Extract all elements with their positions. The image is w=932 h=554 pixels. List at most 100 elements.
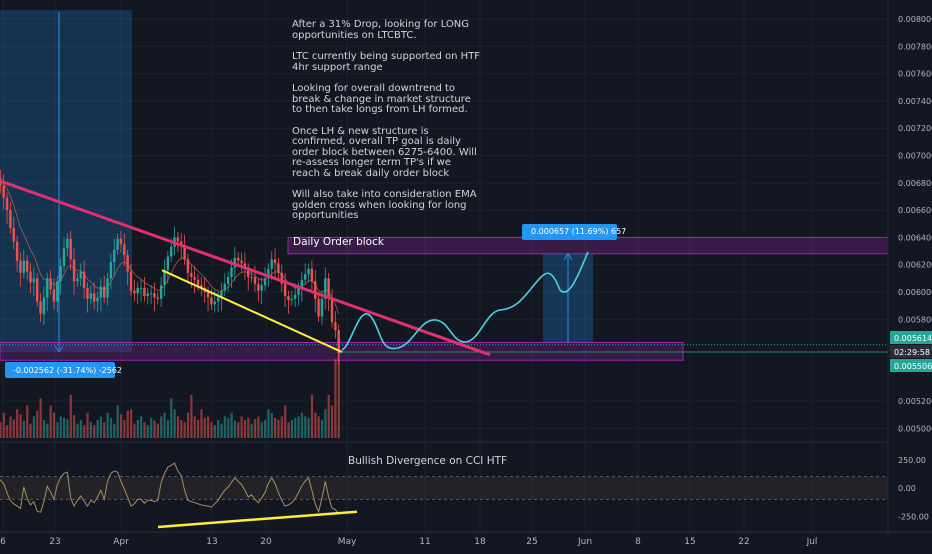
volume-bar	[250, 423, 253, 438]
volume-bar	[146, 425, 149, 438]
candle-body	[29, 271, 32, 283]
volume-bar	[186, 412, 190, 438]
volume-bar	[9, 416, 12, 438]
time-tick-label: May	[338, 537, 357, 547]
candle-body	[330, 297, 334, 323]
volume-bar	[227, 417, 230, 438]
price-axis-label: 0.005506	[894, 362, 932, 371]
candle-body	[126, 255, 129, 272]
volume-bar	[123, 420, 126, 438]
volume-bar	[213, 425, 216, 438]
volume-bar	[297, 416, 300, 438]
candle-body	[12, 227, 15, 242]
candle-body	[300, 279, 304, 288]
candle-body	[230, 267, 233, 277]
volume-bar	[327, 394, 330, 438]
volume-bar	[29, 423, 32, 438]
candle-body	[260, 285, 263, 291]
candle-body	[2, 185, 5, 198]
candle-body	[46, 278, 49, 298]
candle-body	[270, 259, 273, 269]
price-axis-label: 02:29:58	[894, 348, 930, 357]
candle-body	[273, 259, 277, 264]
candle-body	[237, 257, 240, 261]
candle-body	[307, 268, 310, 275]
candle-body	[39, 301, 42, 314]
volume-bar	[42, 420, 46, 438]
volume-bar	[274, 417, 277, 438]
cci-title: Bullish Divergence on CCI HTF	[348, 455, 507, 467]
volume-bar	[66, 419, 69, 438]
volume-bar	[270, 412, 273, 438]
candle-body	[22, 260, 25, 273]
volume-bar	[304, 416, 307, 438]
volume-bar	[143, 422, 146, 438]
volume-bar	[109, 417, 113, 438]
candle-body	[19, 260, 22, 273]
volume-bar	[173, 409, 176, 438]
note-paragraph: After a 31% Drop, looking for LONG oppor…	[292, 19, 470, 41]
support-trend-line[interactable]	[161, 269, 343, 353]
candle-body	[56, 281, 59, 302]
volume-bar	[119, 414, 123, 438]
volume-bar	[0, 422, 2, 438]
resistance-trend-line[interactable]	[0, 177, 491, 357]
candle-body	[200, 285, 203, 288]
time-tick-label: 13	[206, 537, 217, 547]
volume-bar	[49, 405, 52, 438]
candle-body	[257, 283, 260, 291]
volume-bar	[247, 417, 250, 438]
volume-bar	[277, 420, 280, 438]
candle-body	[89, 293, 92, 299]
time-tick-label: 20	[260, 537, 272, 547]
volume-bar	[16, 409, 19, 438]
drop-measure-label: -0.002562 (-31.74%) -2562	[13, 366, 122, 375]
candle-body	[327, 278, 330, 298]
cci-tick-label: -250.00	[898, 512, 929, 521]
volume-bar	[26, 405, 29, 438]
price-axis-label-box	[890, 331, 932, 344]
volume-bar	[176, 416, 180, 438]
candle-body	[337, 330, 340, 354]
candle-body	[119, 238, 123, 245]
candle-body	[153, 293, 156, 298]
volume-bar	[113, 423, 116, 438]
candle-body	[96, 297, 99, 302]
price-projection-path[interactable]	[341, 251, 589, 351]
candle-body	[310, 268, 314, 282]
volume-bar	[183, 422, 186, 438]
volume-bar	[32, 416, 36, 438]
volume-bar	[99, 416, 103, 438]
volume-bar	[2, 412, 5, 438]
candle-body	[113, 249, 116, 262]
volume-bar	[96, 420, 99, 438]
candle-body	[324, 278, 327, 299]
cci-divergence-line[interactable]	[157, 510, 358, 529]
volume-bar	[73, 414, 76, 438]
volume-bar	[253, 419, 257, 438]
volume-bar	[260, 422, 263, 438]
chart-drawings[interactable]	[0, 177, 617, 378]
cci-tick-label: 250.00	[898, 456, 926, 465]
candle-body	[226, 276, 230, 284]
volume-bar	[150, 417, 153, 438]
candle-body	[42, 297, 46, 314]
candle-body	[176, 237, 180, 242]
cci-tick-label: 0.00	[898, 484, 916, 493]
candle-body	[213, 301, 216, 305]
candle-body	[66, 238, 69, 249]
candle-body	[334, 322, 337, 331]
volume-bar	[317, 416, 320, 438]
volume-bar	[19, 414, 22, 438]
volume-bar	[207, 416, 210, 438]
volume-bars	[0, 351, 340, 438]
volume-bar	[284, 405, 287, 438]
volume-bar	[116, 405, 119, 438]
time-tick-label: 22	[738, 537, 749, 547]
candle-body	[146, 293, 149, 297]
volume-bar	[36, 410, 39, 438]
